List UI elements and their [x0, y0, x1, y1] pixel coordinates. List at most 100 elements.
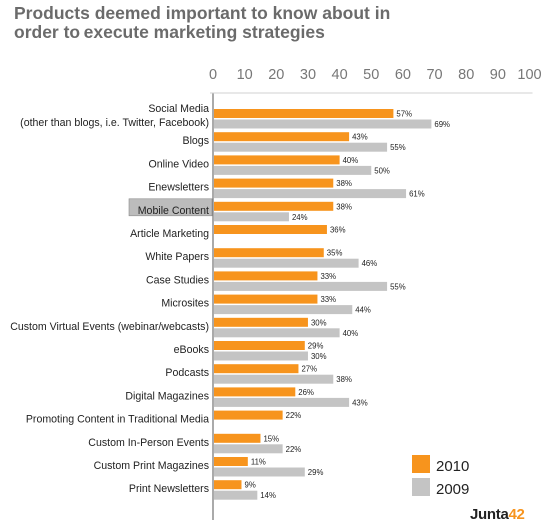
- bar-2009-value-label: 29%: [308, 468, 324, 477]
- bar-2009: [214, 490, 258, 500]
- bar-2009: [214, 189, 407, 199]
- bar-2009-value-label: 38%: [336, 375, 352, 384]
- x-tick-label: 90: [490, 67, 506, 83]
- category-label: Promoting Content in Traditional Media: [26, 414, 209, 426]
- bar-2010: [214, 410, 283, 420]
- bar-2010: [214, 480, 242, 490]
- category-label: Print Newsletters: [129, 483, 209, 495]
- bar-2009: [214, 142, 388, 152]
- bar-2009: [214, 258, 359, 268]
- bar-2010-value-label: 15%: [263, 434, 279, 443]
- bar-2009: [214, 305, 353, 315]
- bar-2009-value-label: 55%: [390, 143, 406, 152]
- bar-2010-value-label: 33%: [320, 295, 336, 304]
- bar-2010-value-label: 40%: [343, 156, 359, 165]
- x-tick-label: 70: [426, 67, 442, 83]
- bar-2009-value-label: 69%: [434, 120, 450, 129]
- bar-2009: [214, 467, 305, 477]
- bar-2010-value-label: 29%: [308, 342, 324, 351]
- bar-2009: [214, 212, 289, 222]
- bar-2010: [214, 178, 334, 188]
- bar-2010-value-label: 33%: [320, 272, 336, 281]
- x-tick-label: 0: [209, 67, 217, 83]
- bar-2009-value-label: 22%: [286, 445, 302, 454]
- bar-2009-value-label: 24%: [292, 213, 308, 222]
- category-label: Blogs: [183, 135, 210, 147]
- x-tick-label: 80: [458, 67, 474, 83]
- category-label: Case Studies: [146, 274, 209, 286]
- bar-2009: [214, 281, 388, 291]
- category-label: Enewsletters: [148, 182, 209, 194]
- junta42-logo: Junta42: [470, 506, 525, 523]
- x-tick-label: 10: [237, 67, 253, 83]
- bar-2010: [214, 341, 305, 350]
- category-label: Mobile Content: [138, 205, 209, 217]
- bar-2010: [214, 201, 334, 211]
- x-tick-label: 40: [332, 67, 348, 83]
- bar-2009-value-label: 44%: [355, 306, 371, 315]
- legend-swatch-2009: [412, 478, 430, 496]
- category-highlight-box: [128, 198, 213, 217]
- bar-2010: [214, 271, 318, 281]
- chart-title-line-2: order to execute marketing strategies: [14, 22, 325, 42]
- category-label: Custom Virtual Events (webinar/webcasts): [10, 321, 209, 333]
- x-tick-label: 50: [363, 67, 379, 83]
- bar-2010-value-label: 11%: [251, 458, 266, 467]
- bar-2010: [214, 248, 324, 258]
- bar-2009-value-label: 43%: [352, 398, 368, 407]
- x-tick-label: 20: [268, 67, 284, 83]
- category-label: (other than blogs, i.e. Twitter, Faceboo…: [20, 117, 209, 129]
- bar-2010-value-label: 9%: [244, 481, 255, 490]
- legend-swatch-2010: [412, 455, 430, 473]
- category-label: eBooks: [174, 344, 209, 356]
- bar-2010: [214, 364, 299, 374]
- category-label: Custom Print Magazines: [94, 460, 209, 472]
- chart-title: Products deemed important to know about …: [14, 4, 534, 42]
- category-label: Digital Magazines: [125, 390, 209, 402]
- bar-2010: [214, 457, 248, 466]
- bar-2010: [214, 387, 296, 397]
- bar-2009: [214, 374, 334, 384]
- category-label: Podcasts: [165, 367, 209, 379]
- x-tick-label: 60: [395, 67, 411, 83]
- bar-2010: [214, 109, 394, 118]
- bar-2009: [214, 119, 432, 129]
- logo-text: Junta: [470, 506, 509, 523]
- bar-2010: [214, 225, 327, 234]
- bar-2010-value-label: 38%: [336, 179, 352, 188]
- x-tick-label: 30: [300, 67, 316, 83]
- bar-2009-value-label: 14%: [260, 491, 276, 500]
- legend-label-2009: 2009: [436, 481, 469, 498]
- bar-2010: [214, 155, 340, 165]
- logo-accent: 42: [508, 506, 525, 523]
- bar-2010: [214, 317, 308, 327]
- bar-2009: [214, 165, 372, 175]
- legend-label-2010: 2010: [436, 458, 469, 475]
- bar-2009: [214, 328, 340, 338]
- bar-2009-value-label: 46%: [362, 259, 378, 268]
- category-label: White Papers: [145, 251, 209, 263]
- bar-2010-value-label: 26%: [298, 388, 314, 397]
- bar-2009-value-label: 40%: [343, 329, 359, 338]
- bar-2010-value-label: 22%: [286, 411, 302, 420]
- bar-2010-value-label: 30%: [311, 318, 327, 327]
- bar-2009: [214, 444, 283, 454]
- x-tick-label: 100: [517, 67, 541, 83]
- category-label: Article Marketing: [130, 228, 209, 240]
- bar-2010-value-label: 43%: [352, 133, 368, 142]
- bar-2010-value-label: 35%: [327, 249, 343, 258]
- bar-2010-value-label: 57%: [396, 110, 412, 119]
- bar-2009-value-label: 50%: [374, 166, 390, 175]
- bar-2010: [214, 433, 261, 443]
- bar-2009: [214, 351, 308, 361]
- category-label: Custom In-Person Events: [88, 437, 209, 449]
- category-label: Online Video: [149, 158, 210, 170]
- bar-2010: [214, 294, 318, 304]
- bar-2010-value-label: 36%: [330, 226, 346, 235]
- bar-2009: [214, 397, 350, 407]
- bar-2009-value-label: 30%: [311, 352, 327, 361]
- category-label: Microsites: [161, 298, 209, 310]
- bar-2010: [214, 132, 350, 142]
- category-label: Social Media: [148, 103, 209, 115]
